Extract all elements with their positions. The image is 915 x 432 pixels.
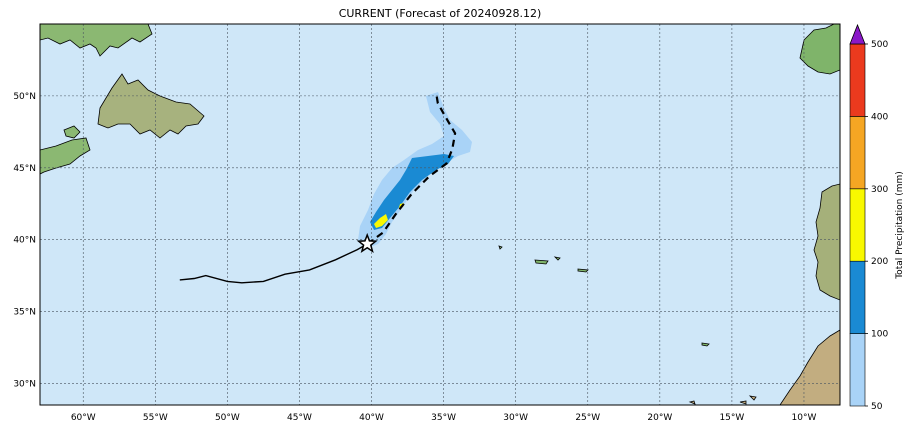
colorbar-tick-label: 100	[871, 330, 888, 340]
forecast-track-line	[366, 94, 457, 245]
lon-tick-label: 20°W	[647, 413, 672, 423]
lat-tick-label: 45°N	[13, 164, 36, 174]
colorbar-segment	[849, 116, 866, 190]
lon-tick-label: 55°W	[143, 413, 168, 423]
lon-tick-label: 40°W	[359, 413, 384, 423]
land-masses	[40, 24, 840, 405]
colorbar-tick-label: 50	[871, 402, 883, 412]
colorbar-tick-label: 300	[871, 185, 888, 195]
colorbar-segment	[849, 188, 866, 262]
map-panel	[39, 23, 841, 406]
lon-tick-label: 10°W	[792, 413, 817, 423]
land-ireland-uk	[799, 24, 840, 75]
land-azores-1	[534, 259, 549, 265]
map-title: CURRENT (Forecast of 20240928.12)	[339, 7, 542, 20]
land-canaries	[688, 395, 757, 405]
lat-tick-label: 35°N	[13, 308, 36, 318]
lon-tick-label: 35°W	[431, 413, 456, 423]
land-cape-breton	[63, 125, 81, 139]
land-nova-scotia	[40, 137, 91, 175]
colorbar-tick-label: 400	[871, 112, 888, 122]
land-madeira	[701, 342, 710, 347]
lat-tick-label: 40°N	[13, 236, 36, 246]
latitude-tick-labels: 30°N 35°N 40°N 45°N 50°N	[13, 92, 36, 390]
colorbar: 50 100 200 300 400 500	[849, 23, 888, 412]
colorbar-segment	[849, 260, 866, 334]
lon-tick-label: 60°W	[71, 413, 96, 423]
lon-tick-label: 45°W	[287, 413, 312, 423]
lon-tick-label: 15°W	[719, 413, 744, 423]
land-azores-3	[577, 268, 589, 273]
lon-tick-label: 30°W	[503, 413, 528, 423]
colorbar-tick-label: 500	[871, 40, 888, 50]
colorbar-extend-arrow	[849, 23, 866, 45]
land-newfoundland-island	[97, 73, 205, 139]
ocean-background	[40, 24, 840, 405]
star-icon	[356, 232, 378, 253]
longitude-tick-labels: 60°W 55°W 50°W 45°W 40°W 35°W 30°W 25°W 20°W 15°W…	[71, 413, 817, 423]
lon-tick-label: 50°W	[215, 413, 240, 423]
land-iberia	[813, 183, 840, 301]
precip-band-100-200	[370, 154, 454, 230]
map-frame	[39, 23, 841, 406]
observed-track-line	[179, 243, 368, 284]
colorbar-segment	[849, 43, 866, 117]
graticule	[40, 24, 840, 405]
precip-band-200-300	[374, 214, 388, 228]
land-azores-4	[498, 245, 503, 250]
colorbar-label: Total Precipitation (mm)	[895, 171, 905, 280]
colorbar-tick-label: 200	[871, 257, 888, 267]
colorbar-segment	[849, 333, 866, 407]
land-azores-2	[553, 256, 561, 261]
land-newfoundland	[40, 24, 153, 57]
lat-tick-label: 30°N	[13, 379, 36, 389]
lon-tick-label: 25°W	[575, 413, 600, 423]
lat-tick-label: 50°N	[13, 92, 36, 102]
land-north-africa	[779, 329, 840, 405]
